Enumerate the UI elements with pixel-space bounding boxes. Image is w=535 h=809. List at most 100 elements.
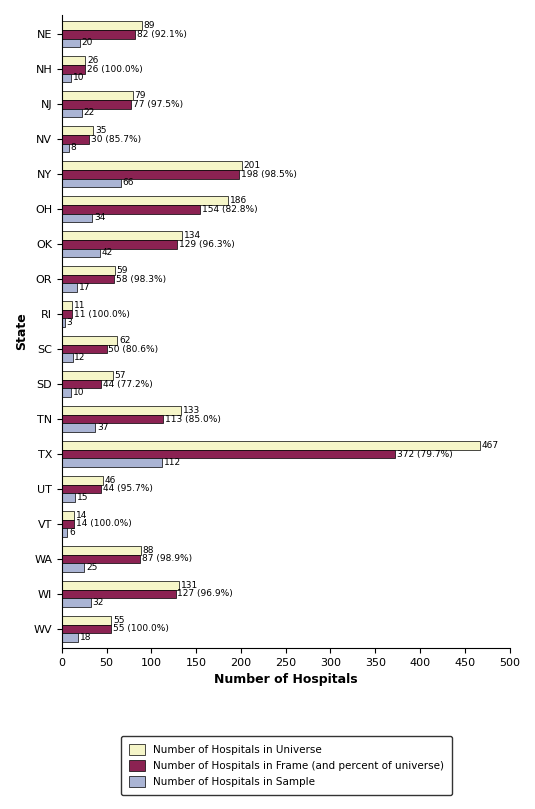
Text: 88: 88 bbox=[142, 546, 154, 555]
Bar bbox=[62, 633, 78, 642]
Text: 77 (97.5%): 77 (97.5%) bbox=[133, 100, 183, 108]
Y-axis label: State: State bbox=[15, 313, 28, 350]
Bar bbox=[62, 214, 93, 222]
Text: 113 (85.0%): 113 (85.0%) bbox=[165, 414, 221, 424]
Text: 131: 131 bbox=[181, 581, 198, 590]
Text: 15: 15 bbox=[77, 493, 89, 502]
Text: 14: 14 bbox=[76, 510, 88, 519]
Bar bbox=[62, 493, 75, 502]
Text: 32: 32 bbox=[93, 598, 104, 608]
Text: 55: 55 bbox=[113, 616, 125, 625]
Text: 26: 26 bbox=[87, 56, 98, 65]
Bar bbox=[62, 590, 175, 599]
Text: 44 (95.7%): 44 (95.7%) bbox=[103, 485, 153, 493]
Bar bbox=[62, 248, 100, 257]
Bar bbox=[62, 74, 71, 83]
Text: 12: 12 bbox=[74, 354, 86, 362]
Text: 17: 17 bbox=[79, 283, 90, 292]
Text: 10: 10 bbox=[73, 74, 84, 83]
X-axis label: Number of Hospitals: Number of Hospitals bbox=[214, 673, 357, 687]
Bar bbox=[62, 415, 163, 423]
Bar bbox=[62, 388, 71, 397]
Bar bbox=[62, 56, 85, 65]
Bar bbox=[62, 65, 85, 74]
Bar bbox=[62, 100, 131, 108]
Text: 34: 34 bbox=[94, 214, 105, 222]
Text: 3: 3 bbox=[66, 318, 72, 328]
Text: 20: 20 bbox=[82, 39, 93, 48]
Text: 8: 8 bbox=[71, 143, 77, 152]
Text: 18: 18 bbox=[80, 633, 91, 642]
Bar bbox=[62, 546, 141, 555]
Bar bbox=[62, 39, 80, 48]
Bar bbox=[62, 239, 178, 248]
Text: 198 (98.5%): 198 (98.5%) bbox=[241, 170, 297, 179]
Text: 44 (77.2%): 44 (77.2%) bbox=[103, 379, 153, 388]
Text: 133: 133 bbox=[183, 406, 200, 415]
Bar bbox=[62, 459, 162, 467]
Text: 10: 10 bbox=[73, 388, 84, 397]
Bar bbox=[62, 283, 77, 292]
Bar bbox=[62, 143, 69, 152]
Text: 66: 66 bbox=[123, 179, 134, 188]
Text: 89: 89 bbox=[143, 21, 155, 30]
Text: 46: 46 bbox=[105, 476, 116, 485]
Text: 82 (92.1%): 82 (92.1%) bbox=[137, 30, 187, 39]
Bar bbox=[62, 91, 133, 100]
Text: 26 (100.0%): 26 (100.0%) bbox=[87, 65, 143, 74]
Bar bbox=[62, 310, 72, 319]
Text: 22: 22 bbox=[83, 108, 95, 117]
Text: 11 (100.0%): 11 (100.0%) bbox=[73, 310, 129, 319]
Text: 134: 134 bbox=[184, 231, 201, 240]
Text: 186: 186 bbox=[230, 196, 248, 205]
Bar bbox=[62, 441, 480, 450]
Text: 201: 201 bbox=[243, 161, 261, 170]
Bar bbox=[62, 196, 228, 205]
Text: 59: 59 bbox=[117, 266, 128, 275]
Bar bbox=[62, 301, 72, 310]
Bar bbox=[62, 581, 179, 590]
Text: 129 (96.3%): 129 (96.3%) bbox=[179, 239, 235, 248]
Bar bbox=[62, 371, 113, 379]
Text: 11: 11 bbox=[73, 301, 85, 310]
Bar bbox=[62, 450, 395, 459]
Bar bbox=[62, 21, 142, 30]
Bar bbox=[62, 555, 140, 563]
Bar bbox=[62, 406, 181, 415]
Text: 87 (98.9%): 87 (98.9%) bbox=[142, 554, 192, 563]
Bar bbox=[62, 528, 67, 537]
Bar bbox=[62, 30, 135, 39]
Text: 62: 62 bbox=[119, 336, 131, 345]
Bar bbox=[62, 319, 65, 327]
Text: 6: 6 bbox=[69, 528, 75, 537]
Bar bbox=[62, 616, 111, 625]
Bar bbox=[62, 485, 101, 493]
Bar bbox=[62, 423, 95, 432]
Bar bbox=[62, 205, 200, 214]
Text: 154 (82.8%): 154 (82.8%) bbox=[202, 205, 257, 214]
Bar bbox=[62, 625, 111, 633]
Bar bbox=[62, 126, 93, 135]
Text: 55 (100.0%): 55 (100.0%) bbox=[113, 625, 169, 633]
Bar bbox=[62, 266, 114, 275]
Bar bbox=[62, 354, 73, 362]
Bar bbox=[62, 476, 103, 485]
Legend: Number of Hospitals in Universe, Number of Hospitals in Frame (and percent of un: Number of Hospitals in Universe, Number … bbox=[121, 735, 453, 795]
Bar bbox=[62, 179, 121, 188]
Text: 35: 35 bbox=[95, 126, 106, 135]
Bar bbox=[62, 563, 85, 572]
Bar bbox=[62, 170, 239, 179]
Bar bbox=[62, 345, 106, 354]
Bar bbox=[62, 336, 117, 345]
Text: 14 (100.0%): 14 (100.0%) bbox=[76, 519, 132, 528]
Bar bbox=[62, 510, 74, 519]
Text: 57: 57 bbox=[114, 371, 126, 379]
Bar bbox=[62, 135, 89, 143]
Bar bbox=[62, 599, 90, 607]
Text: 79: 79 bbox=[134, 91, 146, 100]
Text: 25: 25 bbox=[86, 563, 97, 572]
Text: 37: 37 bbox=[97, 423, 108, 432]
Text: 467: 467 bbox=[482, 441, 499, 450]
Bar bbox=[62, 519, 74, 528]
Text: 58 (98.3%): 58 (98.3%) bbox=[116, 274, 166, 284]
